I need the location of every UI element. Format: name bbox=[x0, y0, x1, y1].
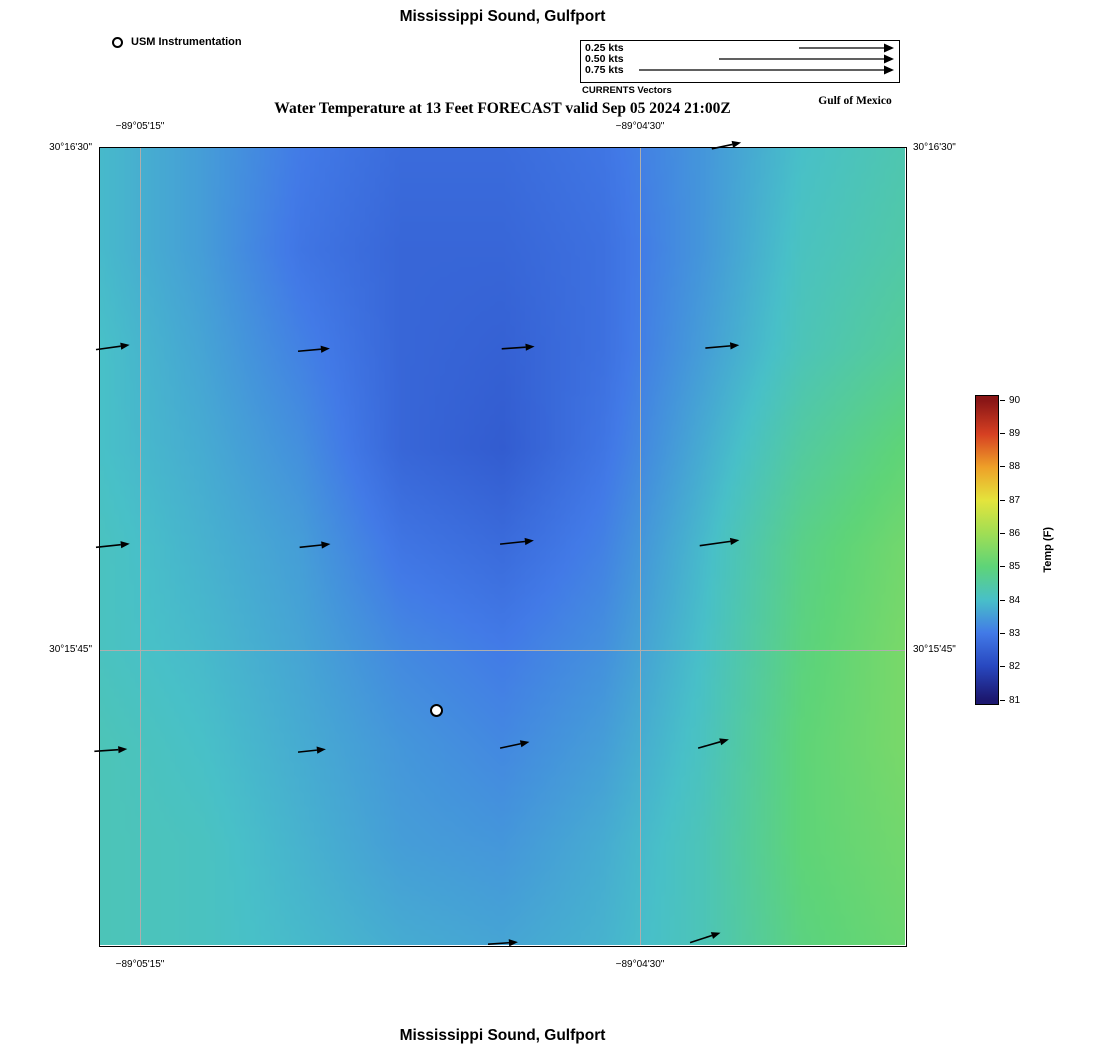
colorbar-tick-label: 86 bbox=[1009, 527, 1021, 539]
colorbar-tick bbox=[1000, 566, 1005, 568]
gridline-vertical bbox=[140, 148, 141, 945]
colorbar-tick-label: 90 bbox=[1009, 394, 1021, 406]
colorbar-title-text: Temp (F) bbox=[1042, 527, 1054, 573]
map-panel bbox=[94, 140, 907, 947]
colorbar-tick bbox=[1000, 632, 1005, 635]
gridline-vertical bbox=[639, 148, 641, 945]
colorbar-tick-label: 85 bbox=[1009, 561, 1021, 573]
current-vectors-layer bbox=[94, 140, 742, 947]
currents-legend-speed-3: 0.75 kts bbox=[585, 63, 624, 76]
lon-tick-label-bottom: −89°04'30" bbox=[615, 959, 665, 970]
usm-instrumentation-label: USM Instrumentation bbox=[131, 36, 242, 48]
station-marker bbox=[430, 703, 444, 717]
colorbar-tick bbox=[1000, 432, 1005, 435]
colorbar-tick bbox=[1000, 399, 1005, 401]
colorbar-tick-label: 82 bbox=[1009, 661, 1021, 673]
colorbar-tick bbox=[1000, 599, 1005, 601]
colorbar-tick-label: 81 bbox=[1009, 694, 1021, 706]
lat-tick-label-right: 30°16'30" bbox=[913, 142, 956, 153]
heatmap-canvas bbox=[100, 148, 905, 945]
colorbar-title: Temp (F) bbox=[1038, 395, 1058, 705]
colorbar-tick-label: 84 bbox=[1009, 594, 1021, 606]
lon-tick-label-top: −89°05'15" bbox=[115, 121, 165, 132]
colorbar-tick bbox=[1000, 532, 1005, 535]
forecast-subtitle: Water Temperature at 13 Feet FORECAST va… bbox=[274, 100, 731, 117]
colorbar-tick-label: 89 bbox=[1009, 427, 1021, 439]
currents-legend-caption: CURRENTS Vectors bbox=[582, 85, 672, 96]
gridline-horizontal bbox=[100, 650, 905, 652]
colorbar-tick-label: 88 bbox=[1009, 461, 1021, 473]
lat-tick-label-left: 30°15'45" bbox=[49, 644, 92, 656]
lat-tick-label-left: 30°16'30" bbox=[49, 142, 92, 153]
gulf-of-mexico-label: Gulf of Mexico bbox=[818, 95, 892, 107]
gridlines-layer bbox=[100, 148, 905, 945]
colorbar-tick bbox=[1000, 466, 1005, 468]
station-legend-icon bbox=[112, 37, 123, 48]
currents-legend-speed-1: 0.25 kts bbox=[585, 41, 624, 54]
currents-legend-arrows-icon bbox=[639, 43, 894, 75]
colorbar-tick-label: 83 bbox=[1009, 627, 1021, 639]
lon-tick-label-top: −89°04'30" bbox=[615, 121, 665, 132]
colorbar bbox=[975, 395, 999, 705]
colorbar-tick bbox=[1000, 666, 1005, 668]
lon-tick-label-bottom: −89°05'15" bbox=[115, 959, 165, 970]
colorbar-tick bbox=[1000, 699, 1005, 701]
colorbar-tick bbox=[1000, 499, 1005, 501]
colorbar-tick-label: 87 bbox=[1009, 494, 1021, 506]
currents-legend-speed-2: 0.50 kts bbox=[585, 52, 624, 65]
colorbar-ticks: 90 89 88 87 86 85 84 83 82 81 bbox=[1000, 394, 1044, 706]
currents-legend-box: 0.25 kts 0.50 kts 0.75 kts bbox=[580, 40, 900, 83]
top-title: Mississippi Sound, Gulfport bbox=[399, 8, 606, 25]
bottom-title: Mississippi Sound, Gulfport bbox=[399, 1027, 606, 1044]
lat-tick-label-right: 30°15'45" bbox=[913, 644, 956, 656]
